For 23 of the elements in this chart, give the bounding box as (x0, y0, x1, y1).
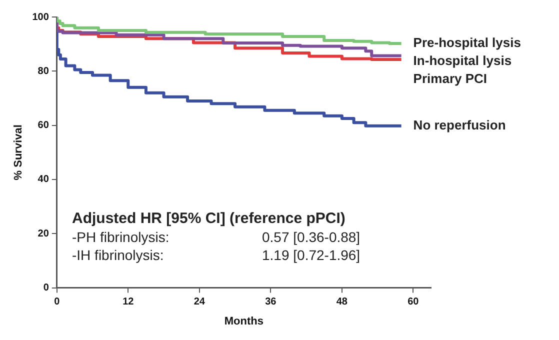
annotation: -IH fibrinolysis: (72, 247, 165, 263)
y-tick-label: 0 (43, 282, 50, 294)
y-tick-label: 20 (38, 228, 50, 240)
x-tick-label: 24 (194, 296, 206, 308)
series-label: In-hospital lysis (413, 53, 512, 68)
x-tick-label: 48 (336, 296, 348, 308)
x-tick-label: 36 (265, 296, 277, 308)
x-tick-label: 12 (122, 296, 134, 308)
y-axis-title: % Survival (12, 124, 25, 180)
x-axis-title: Months (224, 315, 264, 328)
annotation: 0.57 [0.36-0.88] (262, 229, 360, 245)
annotation: 1.19 [0.72-1.96] (262, 247, 360, 263)
y-tick-label: 60 (38, 120, 50, 132)
series-label: Pre-hospital lysis (413, 35, 521, 50)
annotation: Adjusted HR [95% CI] (reference pPCI) (72, 210, 346, 227)
y-tick-label: 40 (38, 174, 50, 186)
series-label: Primary PCI (413, 71, 488, 86)
y-tick-label: 80 (38, 66, 50, 77)
series-label: No reperfusion (413, 117, 506, 132)
x-tick-label: 60 (408, 296, 420, 308)
x-tick-label: 0 (54, 296, 60, 308)
annotation: -PH fibrinolysis: (72, 229, 170, 245)
y-tick-label: 100 (32, 12, 50, 23)
